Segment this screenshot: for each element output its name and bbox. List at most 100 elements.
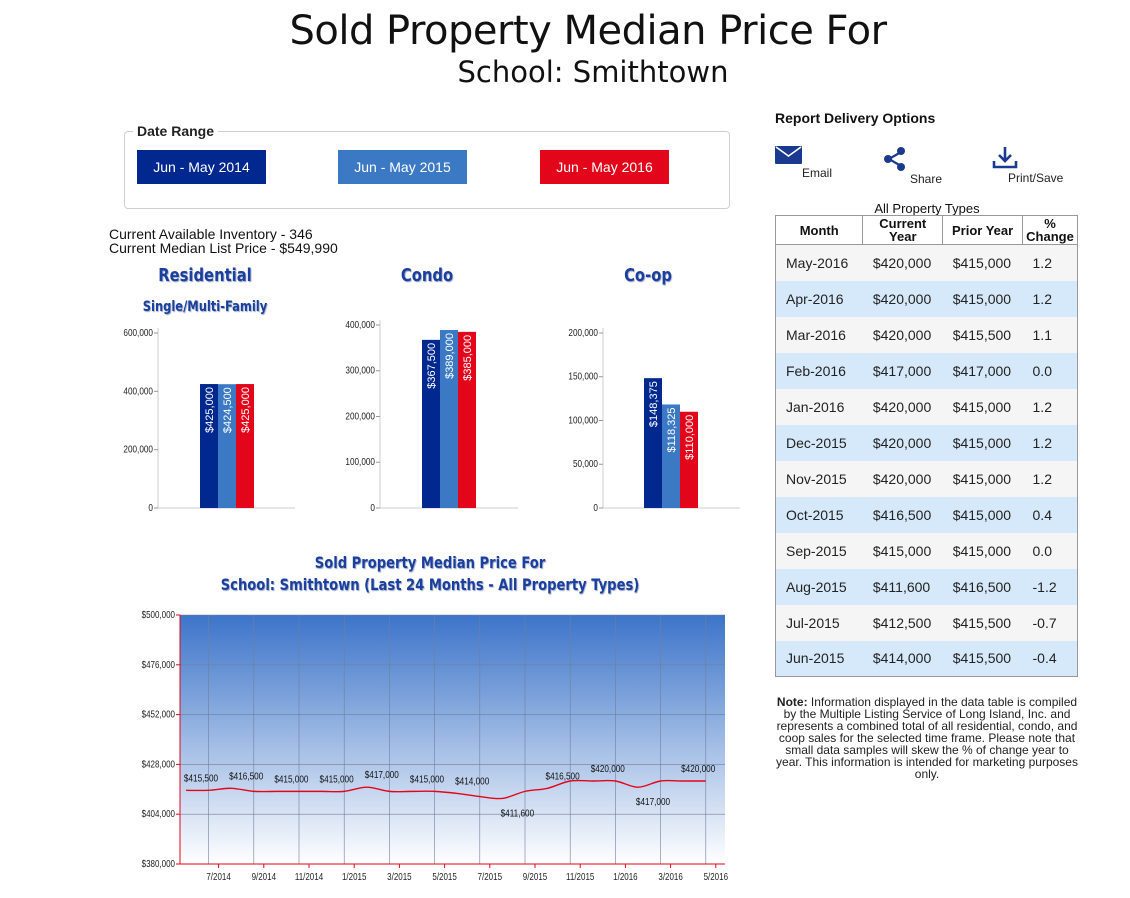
y-tick-label: 400,000 — [345, 320, 375, 330]
median-price-series-line — [185, 779, 706, 800]
point-value-label: $420,000 — [681, 763, 715, 774]
coop-chart-title: Co-op — [624, 265, 672, 286]
table-row: Nov-2015 $420,000 $415,000 1.2 — [775, 460, 1078, 497]
cell-month: Nov-2015 — [775, 460, 863, 497]
table-row: Dec-2015 $420,000 $415,000 1.2 — [775, 424, 1078, 461]
cell-current-year: $420,000 — [862, 460, 943, 497]
table-row: Jul-2015 $412,500 $415,500 -0.7 — [775, 604, 1078, 641]
cell-percent-change: -1.2 — [1022, 568, 1078, 605]
y-tick-label: 50,000 — [573, 459, 598, 470]
table-body: May-2016 $420,000 $415,000 1.2 Apr-2016 $420,… — [775, 244, 1078, 677]
table-caption: All Property Types — [874, 201, 980, 216]
date-range-legend: Date Range — [133, 123, 219, 139]
table-row: Oct-2015 $416,500 $415,000 0.4 — [775, 496, 1078, 533]
y-tick-label: 600,000 — [123, 327, 153, 338]
cell-percent-change: 1.2 — [1022, 460, 1078, 497]
y-tick-label: 400,000 — [123, 386, 153, 397]
table-row: May-2016 $420,000 $415,000 1.2 — [775, 244, 1078, 281]
point-value-label: $415,500 — [184, 773, 218, 784]
point-value-label: $415,000 — [410, 774, 444, 785]
cell-month: Jul-2015 — [775, 604, 863, 641]
y-tick-label: 0 — [370, 502, 375, 513]
x-tick-label: 1/2016 — [613, 871, 637, 882]
y-tick-label: $500,000 — [142, 609, 175, 620]
table-row: Apr-2016 $420,000 $415,000 1.2 — [775, 280, 1078, 317]
range-2015-button[interactable]: Jun - May 2015 — [338, 150, 467, 184]
bar — [440, 330, 458, 508]
point-value-label: $417,000 — [636, 796, 670, 807]
print-save-label: Print/Save — [1008, 171, 1064, 185]
cell-month: Jan-2016 — [775, 388, 863, 425]
range-2016-button[interactable]: Jun - May 2016 — [540, 150, 669, 184]
email-icon — [775, 146, 802, 164]
share-label: Share — [910, 172, 943, 186]
disclaimer-note: Note: Information displayed in the data … — [776, 696, 1078, 780]
print-save-button[interactable]: Print/Save — [990, 146, 1070, 186]
y-tick-label: $380,000 — [142, 858, 175, 869]
cell-percent-change: 1.2 — [1022, 424, 1078, 461]
point-value-label: $415,000 — [274, 774, 308, 785]
bar-value-label: $110,000 — [684, 415, 696, 460]
bar — [662, 404, 680, 508]
table-row: Sep-2015 $415,000 $415,000 0.0 — [775, 532, 1078, 569]
y-tick-label: 300,000 — [345, 365, 375, 376]
x-tick-label: 5/2016 — [704, 871, 728, 882]
cell-current-year: $417,000 — [862, 352, 943, 389]
cell-month: Mar-2016 — [775, 316, 863, 353]
cell-prior-year: $415,500 — [942, 640, 1023, 677]
cell-month: Aug-2015 — [775, 568, 863, 605]
y-tick-label: $428,000 — [142, 759, 175, 770]
coop-bar-chart: 0 50,000 100,000 150,000 200,000 $148,375 $118… — [568, 327, 740, 513]
cell-prior-year: $415,000 — [942, 280, 1023, 317]
cell-month: Jun-2015 — [775, 640, 863, 677]
y-tick-label: $404,000 — [142, 808, 175, 819]
residential-chart-title: Residential — [158, 265, 252, 286]
bar — [644, 378, 662, 508]
cell-current-year: $420,000 — [862, 244, 943, 281]
x-tick-label: 1/2015 — [342, 871, 366, 882]
bar-value-label: $425,000 — [204, 387, 216, 433]
bar — [200, 384, 218, 508]
x-tick-label: 9/2014 — [252, 871, 276, 882]
bar — [458, 331, 476, 508]
y-tick-label: $476,000 — [142, 659, 175, 670]
cell-prior-year: $417,000 — [942, 352, 1023, 389]
residential-bar-chart: 0 200,000 400,000 600,000 $425,000 $424,500 $4… — [123, 327, 295, 513]
point-value-label: $416,500 — [546, 771, 580, 782]
bar-value-label: $367,500 — [426, 343, 438, 389]
x-tick-label: 9/2015 — [523, 871, 547, 882]
cell-month: Sep-2015 — [775, 532, 863, 569]
point-value-label: $417,000 — [365, 769, 399, 780]
bar — [680, 411, 698, 508]
x-tick-label: 7/2014 — [206, 871, 230, 882]
page-title: Sold Property Median Price For — [289, 8, 887, 54]
point-value-label: $414,000 — [455, 776, 489, 787]
condo-chart-title: Condo — [400, 265, 454, 286]
cell-prior-year: $415,000 — [942, 496, 1023, 533]
median-list-price: Current Median List Price - $549,990 — [109, 240, 338, 256]
cell-prior-year: $415,500 — [942, 316, 1023, 353]
email-label: Email — [802, 166, 833, 180]
y-tick-label: 0 — [148, 502, 153, 513]
line-chart-subtitle: School: Smithtown (Last 24 Months - All … — [220, 575, 640, 594]
range-2014-button[interactable]: Jun - May 2014 — [137, 150, 266, 184]
page-subtitle: School: Smithtown — [457, 55, 729, 89]
cell-current-year: $420,000 — [862, 424, 943, 461]
cell-current-year: $416,500 — [862, 496, 943, 533]
x-tick-label: 7/2015 — [478, 871, 502, 882]
y-tick-label: 100,000 — [568, 415, 598, 426]
median-price-line-chart: $380,000 $404,000 $428,000 $452,000 $476,000… — [142, 609, 728, 882]
cell-current-year: $412,500 — [862, 604, 943, 641]
y-tick-label: $452,000 — [142, 709, 175, 720]
header-percent-change: % Change — [1022, 215, 1078, 245]
x-tick-label: 3/2015 — [387, 871, 411, 882]
y-tick-label: 200,000 — [568, 327, 598, 338]
cell-current-year: $420,000 — [862, 280, 943, 317]
bar-value-label: $148,375 — [648, 381, 660, 427]
cell-percent-change: 1.1 — [1022, 316, 1078, 353]
x-tick-label: 5/2015 — [432, 871, 456, 882]
share-button[interactable]: Share — [880, 146, 950, 186]
cell-current-year: $420,000 — [862, 316, 943, 353]
y-tick-label: 150,000 — [568, 371, 598, 382]
cell-percent-change: 1.2 — [1022, 244, 1078, 281]
